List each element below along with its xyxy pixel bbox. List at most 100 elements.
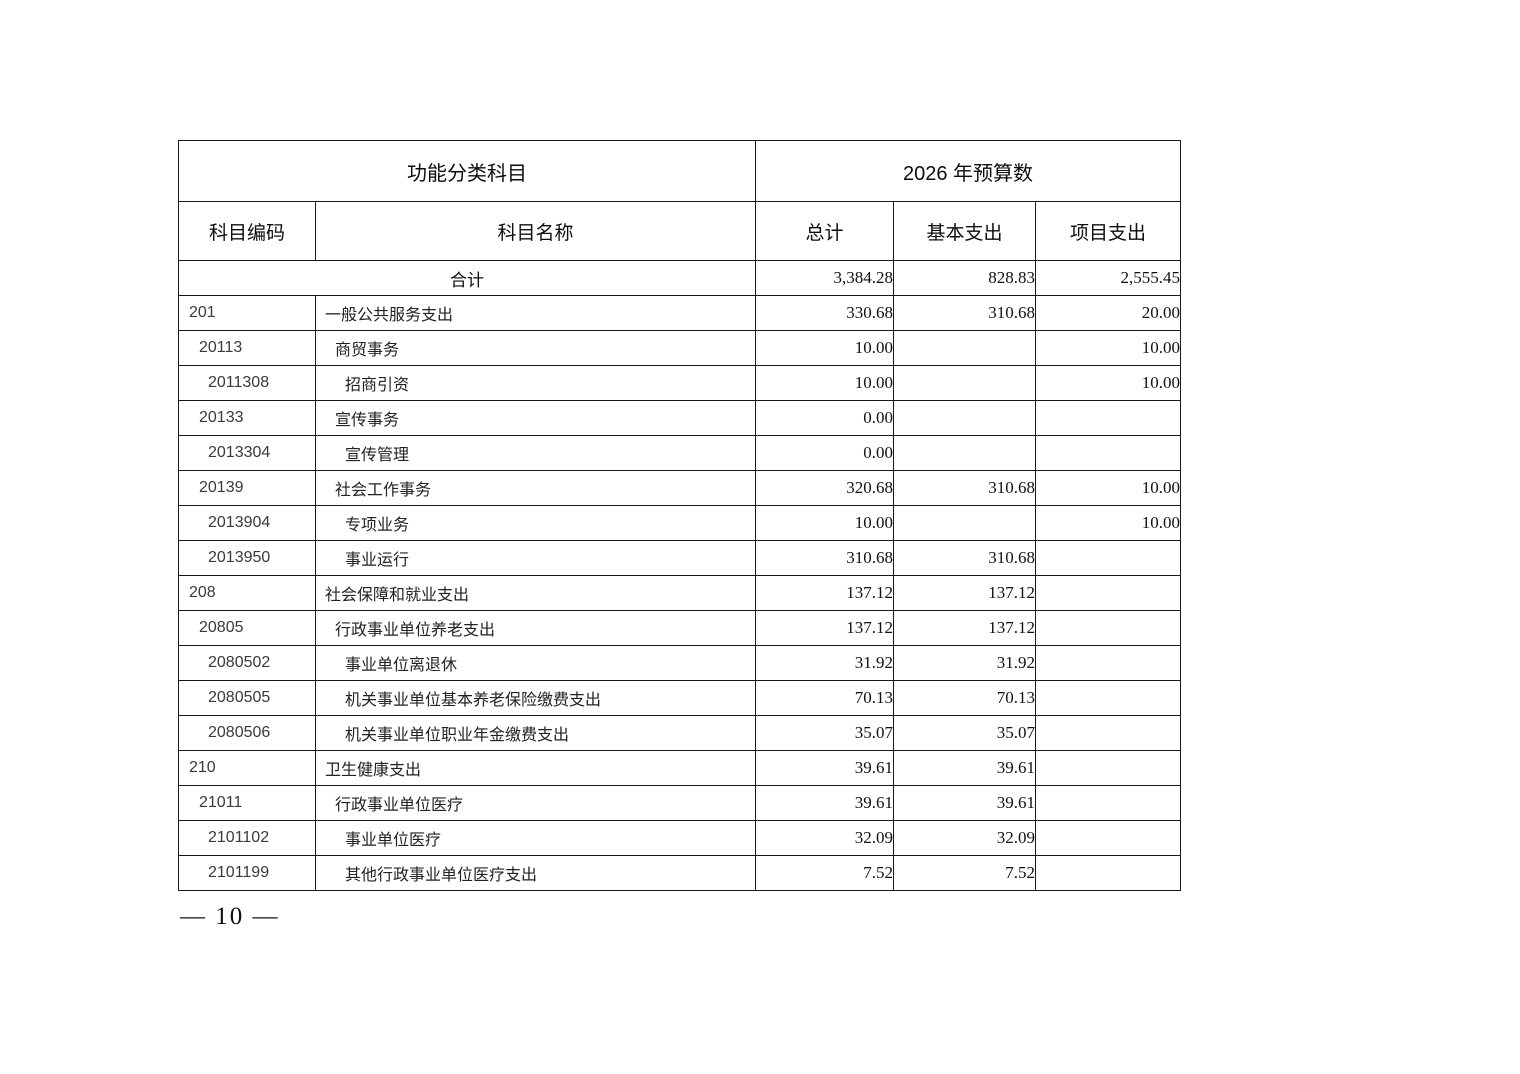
- grand-total-row: 合计 3,384.28 828.83 2,555.45: [178, 260, 1181, 296]
- project-value-cell: 10.00: [1035, 505, 1181, 541]
- project-value-cell: [1035, 400, 1181, 436]
- total-value-cell: 10.00: [755, 505, 894, 541]
- table-sub-header-row: 科目编码 科目名称 总计 基本支出 项目支出: [178, 201, 1181, 261]
- subject-name-cell: 招商引资: [315, 365, 756, 401]
- subject-name-cell: 宣传管理: [315, 435, 756, 471]
- total-value-cell: 0.00: [755, 435, 894, 471]
- basic-value-cell: [893, 400, 1036, 436]
- column-header-code: 科目编码: [178, 201, 316, 261]
- basic-value-cell: 310.68: [893, 295, 1036, 331]
- grand-total-basic-value: 828.83: [893, 260, 1036, 296]
- basic-value-cell: 39.61: [893, 750, 1036, 786]
- total-value-cell: 7.52: [755, 855, 894, 891]
- subject-name-cell: 行政事业单位医疗: [315, 785, 756, 821]
- total-value-cell: 330.68: [755, 295, 894, 331]
- header-functional-classification: 功能分类科目: [178, 140, 756, 202]
- subject-name-cell: 事业运行: [315, 540, 756, 576]
- project-value-cell: [1035, 820, 1181, 856]
- subject-code-cell: 2080505: [178, 680, 316, 716]
- table-row: 2011308 招商引资 10.00 10.00: [178, 365, 1181, 401]
- subject-code-cell: 20113: [178, 330, 316, 366]
- project-value-cell: [1035, 540, 1181, 576]
- table-row: 2013904 专项业务 10.00 10.00: [178, 505, 1181, 541]
- subject-code-cell: 20139: [178, 470, 316, 506]
- grand-total-label: 合计: [178, 260, 756, 296]
- table-row: 2013950 事业运行 310.68 310.68: [178, 540, 1181, 576]
- project-value-cell: [1035, 435, 1181, 471]
- table-row: 20805 行政事业单位养老支出 137.12 137.12: [178, 610, 1181, 646]
- total-value-cell: 39.61: [755, 785, 894, 821]
- table-row: 21011 行政事业单位医疗 39.61 39.61: [178, 785, 1181, 821]
- subject-name-cell: 机关事业单位职业年金缴费支出: [315, 715, 756, 751]
- page-number: — 10 —: [180, 903, 280, 930]
- subject-code-cell: 2013950: [178, 540, 316, 576]
- subject-code-cell: 2101102: [178, 820, 316, 856]
- table-row: 2080506 机关事业单位职业年金缴费支出 35.07 35.07: [178, 715, 1181, 751]
- subject-name-cell: 机关事业单位基本养老保险缴费支出: [315, 680, 756, 716]
- subject-name-cell: 商贸事务: [315, 330, 756, 366]
- subject-code-cell: 21011: [178, 785, 316, 821]
- table-row: 2013304 宣传管理 0.00: [178, 435, 1181, 471]
- column-header-name: 科目名称: [315, 201, 756, 261]
- column-header-basic-expenditure: 基本支出: [893, 201, 1036, 261]
- subject-code-cell: 2013904: [178, 505, 316, 541]
- basic-value-cell: 31.92: [893, 645, 1036, 681]
- basic-value-cell: 310.68: [893, 540, 1036, 576]
- basic-value-cell: [893, 435, 1036, 471]
- total-value-cell: 10.00: [755, 330, 894, 366]
- project-value-cell: [1035, 645, 1181, 681]
- column-header-project-expenditure: 项目支出: [1035, 201, 1181, 261]
- subject-name-cell: 卫生健康支出: [315, 750, 756, 786]
- basic-value-cell: 70.13: [893, 680, 1036, 716]
- table-row: 20139 社会工作事务 320.68 310.68 10.00: [178, 470, 1181, 506]
- total-value-cell: 32.09: [755, 820, 894, 856]
- basic-value-cell: 137.12: [893, 575, 1036, 611]
- total-value-cell: 31.92: [755, 645, 894, 681]
- table-row: 20113 商贸事务 10.00 10.00: [178, 330, 1181, 366]
- table-row: 208 社会保障和就业支出 137.12 137.12: [178, 575, 1181, 611]
- basic-value-cell: [893, 330, 1036, 366]
- project-value-cell: [1035, 785, 1181, 821]
- subject-code-cell: 208: [178, 575, 316, 611]
- basic-value-cell: 35.07: [893, 715, 1036, 751]
- subject-name-cell: 行政事业单位养老支出: [315, 610, 756, 646]
- grand-total-total-value: 3,384.28: [755, 260, 894, 296]
- project-value-cell: [1035, 575, 1181, 611]
- subject-name-cell: 事业单位离退休: [315, 645, 756, 681]
- total-value-cell: 310.68: [755, 540, 894, 576]
- subject-code-cell: 2080506: [178, 715, 316, 751]
- subject-name-cell: 其他行政事业单位医疗支出: [315, 855, 756, 891]
- project-value-cell: 10.00: [1035, 330, 1181, 366]
- total-value-cell: 35.07: [755, 715, 894, 751]
- total-value-cell: 0.00: [755, 400, 894, 436]
- total-value-cell: 10.00: [755, 365, 894, 401]
- project-value-cell: [1035, 680, 1181, 716]
- subject-name-cell: 专项业务: [315, 505, 756, 541]
- total-value-cell: 70.13: [755, 680, 894, 716]
- project-value-cell: [1035, 855, 1181, 891]
- basic-value-cell: [893, 505, 1036, 541]
- table-row: 2101102 事业单位医疗 32.09 32.09: [178, 820, 1181, 856]
- subject-name-cell: 社会保障和就业支出: [315, 575, 756, 611]
- subject-code-cell: 2011308: [178, 365, 316, 401]
- project-value-cell: [1035, 610, 1181, 646]
- subject-code-cell: 2080502: [178, 645, 316, 681]
- project-value-cell: 10.00: [1035, 365, 1181, 401]
- table-group-header-row: 功能分类科目 2026 年预算数: [178, 140, 1181, 202]
- table-row: 2101199 其他行政事业单位医疗支出 7.52 7.52: [178, 855, 1181, 891]
- column-header-total: 总计: [755, 201, 894, 261]
- total-value-cell: 39.61: [755, 750, 894, 786]
- project-value-cell: 20.00: [1035, 295, 1181, 331]
- basic-value-cell: [893, 365, 1036, 401]
- subject-code-cell: 20805: [178, 610, 316, 646]
- project-value-cell: 10.00: [1035, 470, 1181, 506]
- subject-name-cell: 宣传事务: [315, 400, 756, 436]
- subject-name-cell: 社会工作事务: [315, 470, 756, 506]
- subject-name-cell: 事业单位医疗: [315, 820, 756, 856]
- table-row: 2080502 事业单位离退休 31.92 31.92: [178, 645, 1181, 681]
- total-value-cell: 320.68: [755, 470, 894, 506]
- total-value-cell: 137.12: [755, 575, 894, 611]
- header-budget-2026: 2026 年预算数: [755, 140, 1181, 202]
- subject-code-cell: 201: [178, 295, 316, 331]
